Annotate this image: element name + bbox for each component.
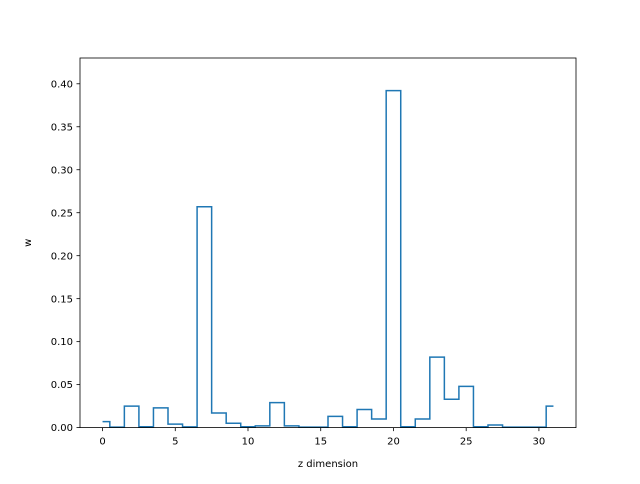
y-tick-label: 0.20 <box>51 251 73 262</box>
y-tick-label: 0.30 <box>51 165 73 176</box>
x-axis-ticks: 0 5 10 15 20 25 30 <box>99 427 546 448</box>
y-axis-ticks: 0.00 0.05 0.10 0.15 0.20 0.25 0.30 0.35 0.40 <box>51 79 80 434</box>
y-tick-label: 0.10 <box>51 337 73 348</box>
x-tick-label: 10 <box>242 437 255 448</box>
y-tick-label: 0.05 <box>51 380 73 391</box>
x-tick-label: 30 <box>533 437 546 448</box>
y-tick-label: 0.00 <box>51 423 73 434</box>
x-tick-label: 5 <box>172 437 178 448</box>
axes-frame <box>79 57 577 429</box>
x-tick-label: 20 <box>387 437 400 448</box>
y-axis-label: w <box>23 239 34 247</box>
y-tick-label: 0.15 <box>51 294 73 305</box>
y-tick-label: 0.25 <box>51 208 73 219</box>
y-tick-label: 0.40 <box>51 79 73 90</box>
plot-area <box>80 58 576 428</box>
data-layer <box>102 89 554 428</box>
x-tick-label: 0 <box>99 437 105 448</box>
x-axis-label: z dimension <box>298 459 358 470</box>
x-tick-label: 25 <box>460 437 473 448</box>
x-tick-label: 15 <box>314 437 327 448</box>
y-tick-label: 0.35 <box>51 122 73 133</box>
series-step-line <box>102 89 554 428</box>
